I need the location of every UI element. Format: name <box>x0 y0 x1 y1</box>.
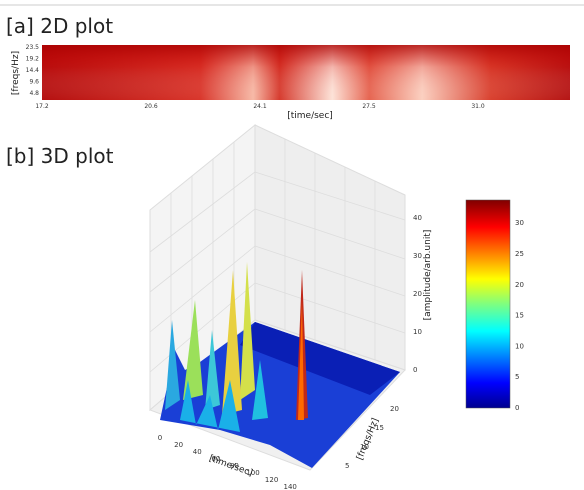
tick-label: 100 <box>246 469 259 477</box>
tick-label: 14.4 <box>26 67 40 74</box>
tick-label: 20 <box>413 290 422 298</box>
tick-label: 40 <box>413 214 422 222</box>
z-label: [amplitude/arb.unit] <box>423 230 433 321</box>
tick-label: 0 <box>413 366 417 374</box>
tick-label: 120 <box>265 476 278 484</box>
heading: [b] 3D plot <box>6 144 114 168</box>
tick-label: 20 <box>174 441 183 449</box>
tick-label: 140 <box>284 483 297 490</box>
tick-label: 10 <box>413 328 422 336</box>
spectrogram-shade <box>42 45 570 100</box>
tick-label: 0 <box>515 404 519 412</box>
tick-label: 0 <box>158 434 162 442</box>
tick-label: 20.6 <box>144 103 158 110</box>
tick-label: 27.5 <box>362 103 376 110</box>
tick-label: 20 <box>390 405 399 413</box>
heading: [a] 2D plot <box>6 14 113 38</box>
tick-label: 4.8 <box>29 90 39 97</box>
x-label: [time/sec] <box>287 111 333 121</box>
tick-label: 24.1 <box>253 103 267 110</box>
tick-label: 30 <box>515 219 524 227</box>
tick-label: 60 <box>211 455 220 463</box>
tick-label: 15 <box>515 312 524 320</box>
tick-label: 5 <box>345 462 349 470</box>
tick-label: 19.2 <box>26 56 40 63</box>
tick-label: 10 <box>360 443 369 451</box>
x-label: [time/sec] <box>208 454 254 479</box>
tick-label: 17.2 <box>35 103 49 110</box>
tick-label: 5 <box>515 373 519 381</box>
tick-label: 30 <box>413 252 422 260</box>
colorbar <box>465 199 511 409</box>
tick-label: 10 <box>515 342 524 350</box>
tick-label: 15 <box>375 424 384 432</box>
tick-label: 80 <box>230 462 239 470</box>
tick-label: 25 <box>515 250 524 258</box>
tick-label: 31.0 <box>471 103 485 110</box>
tick-label: 40 <box>193 448 202 456</box>
tick-label: 20 <box>515 281 524 289</box>
tick-label: 23.5 <box>26 44 40 51</box>
y-label: [freqs/Hz] <box>11 51 21 95</box>
tick-label: 9.6 <box>29 79 39 86</box>
surface <box>160 262 400 468</box>
y-label: [freqs/Hz] <box>355 417 381 462</box>
